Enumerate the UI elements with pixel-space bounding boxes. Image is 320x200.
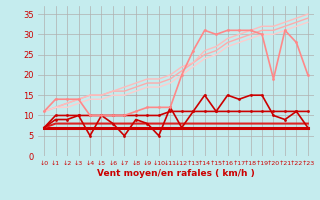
X-axis label: Vent moyen/en rafales ( km/h ): Vent moyen/en rafales ( km/h ): [97, 169, 255, 178]
